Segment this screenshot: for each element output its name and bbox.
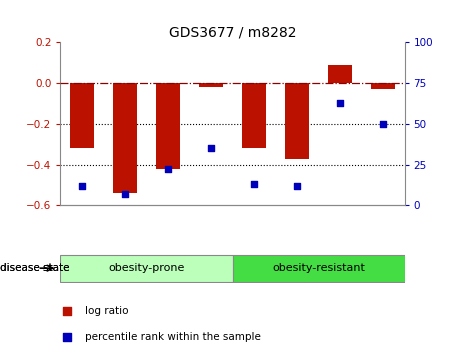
Bar (70, 83, 94, 148)
Point (78, 183, 86, 189)
Title: GDS3677 / m8282: GDS3677 / m8282 (169, 26, 296, 40)
Text: percentile rank within the sample: percentile rank within the sample (85, 332, 260, 342)
Bar (371, 83, 395, 89)
Point (250, 181, 258, 187)
Bar (156, 83, 180, 169)
Point (121, 191, 129, 197)
Point (164, 167, 172, 172)
Text: obesity-prone: obesity-prone (108, 263, 185, 273)
Bar (328, 65, 352, 83)
Text: log ratio: log ratio (85, 306, 128, 316)
Bar (199, 83, 223, 87)
Text: obesity-resistant: obesity-resistant (272, 263, 365, 273)
Bar (232, 255, 405, 282)
Text: disease state: disease state (0, 263, 69, 273)
Bar (242, 83, 266, 148)
Point (379, 121, 387, 127)
Point (207, 145, 215, 151)
Bar (60, 255, 232, 282)
Point (336, 100, 344, 105)
Text: disease state: disease state (0, 263, 69, 273)
Point (64, 308, 71, 314)
Point (293, 183, 301, 189)
Bar (285, 83, 309, 159)
Bar (113, 83, 137, 193)
Point (64, 334, 71, 340)
